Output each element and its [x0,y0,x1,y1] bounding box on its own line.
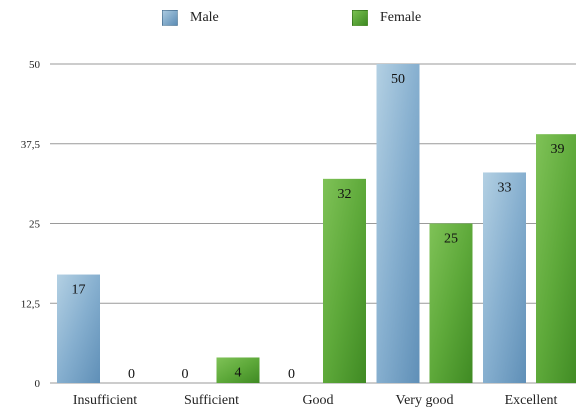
y-tick-label: 12,5 [21,298,41,310]
data-label-female: 25 [444,232,458,247]
bar-male [483,172,526,383]
data-label-female: 4 [235,365,242,380]
category-label: Insufficient [73,393,137,408]
bar-male [57,274,100,383]
y-axis-ticks: 0 12,5 25 37,5 50 [21,59,41,390]
data-label-female: 32 [338,187,352,202]
legend: Male Female [0,10,576,32]
data-label-male: 0 [182,367,189,382]
category-label: Excellent [505,393,558,408]
data-label-female: 39 [551,142,565,157]
legend-swatch-male-icon [162,10,178,26]
data-label-male: 50 [391,72,405,87]
data-labels: 17 0 0 4 0 32 50 25 33 39 [72,72,565,382]
y-tick-label: 25 [29,219,41,231]
y-tick-label: 50 [29,59,41,71]
legend-label-female: Female [380,10,422,25]
data-label-female: 0 [128,367,135,382]
bar-female [216,357,260,383]
data-label-male: 33 [498,180,512,195]
bar-female [429,223,473,383]
legend-item-male: Male [162,10,219,26]
data-label-male: 0 [288,367,295,382]
bar-female [323,178,366,383]
legend-swatch-female-icon [352,10,368,26]
bar-female [536,134,576,383]
bar-male [376,64,420,383]
category-label: Very good [396,393,454,408]
category-label: Sufficient [184,393,239,408]
category-label: Good [302,393,333,408]
legend-label-male: Male [190,10,219,25]
data-label-male: 17 [72,283,86,298]
bars [57,64,576,383]
y-tick-label: 0 [35,378,41,390]
x-axis-categories: Insufficient Sufficient Good Very good Excel… [73,393,558,408]
legend-item-female: Female [352,10,421,26]
y-tick-label: 37,5 [21,139,41,151]
